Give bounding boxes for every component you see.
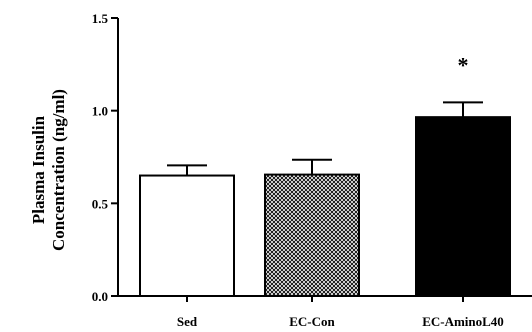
bar-ec-aminol40 bbox=[415, 116, 511, 297]
x-tick-label: Sed bbox=[177, 314, 198, 329]
y-axis-title-line-2: Concentration (ng/ml) bbox=[49, 89, 68, 251]
labels: 0.0 0.5 1.0 1.5 Sed EC-Con EC-AminoL40 * bbox=[92, 11, 504, 329]
axes bbox=[111, 17, 532, 302]
y-axis-title-line-1: Plasma Insulin bbox=[29, 115, 48, 224]
x-tick-label: EC-Con bbox=[289, 314, 335, 329]
bar-ec-con bbox=[264, 173, 360, 298]
y-tick-label: 0.5 bbox=[92, 196, 109, 211]
x-tick-label: EC-AminoL40 bbox=[422, 314, 504, 329]
y-tick-label: 0.0 bbox=[92, 289, 108, 304]
bars bbox=[139, 101, 511, 298]
y-tick-label: 1.0 bbox=[92, 104, 108, 119]
y-tick-label: 1.5 bbox=[92, 11, 109, 26]
y-axis-title: Plasma Insulin Concentration (ng/ml) bbox=[29, 89, 68, 251]
bar-sed bbox=[139, 174, 235, 298]
significance-marker: * bbox=[458, 52, 469, 77]
